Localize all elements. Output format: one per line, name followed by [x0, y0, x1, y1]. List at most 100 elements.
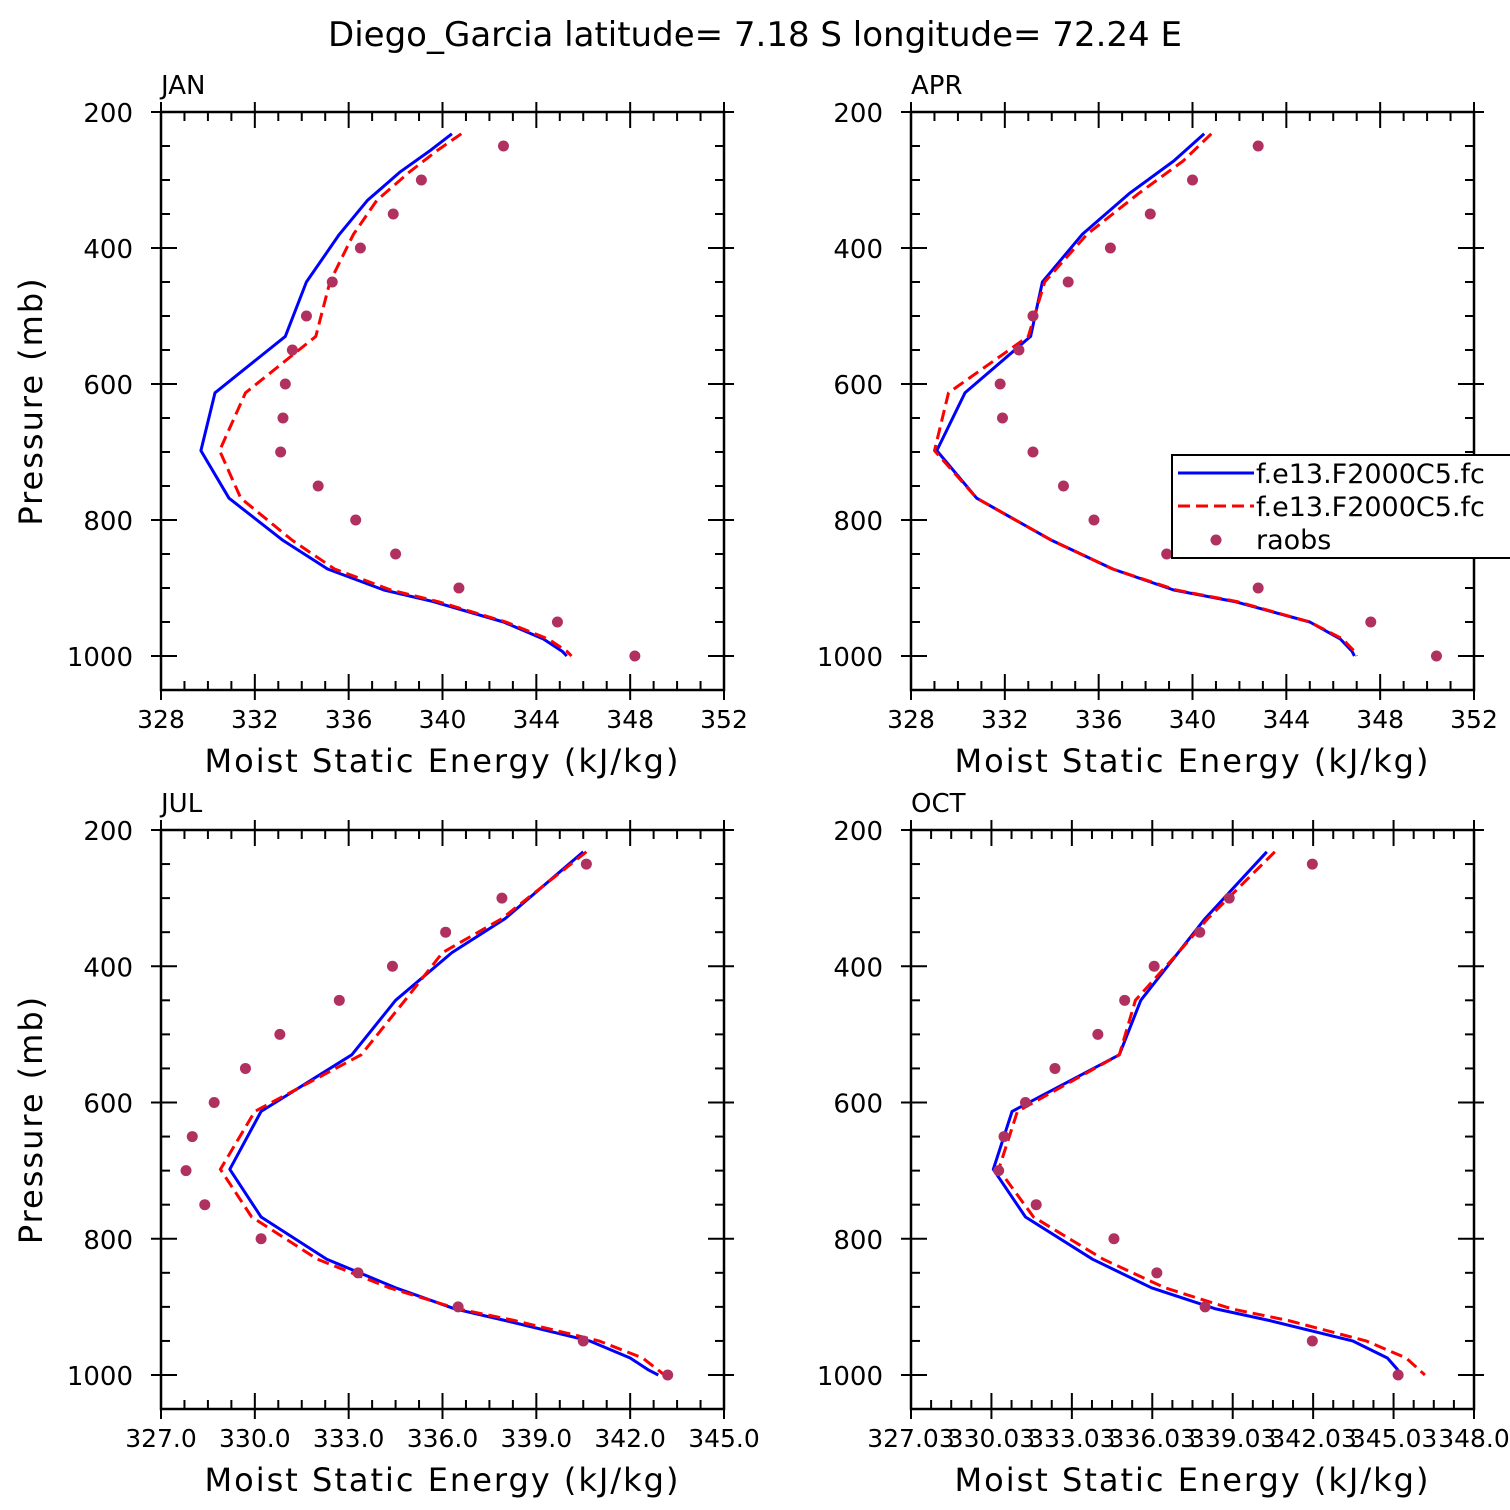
raobs-point — [1199, 1301, 1211, 1313]
chart-title: Diego_Garcia latitude= 7.18 S longitude=… — [328, 15, 1182, 55]
panel-title: OCT — [911, 789, 966, 819]
raobs-point — [1194, 926, 1206, 938]
panel-title: JUL — [159, 789, 203, 819]
x-tick-label: 328 — [137, 705, 185, 734]
plot-frame — [909, 828, 1476, 1411]
raobs-point — [993, 1165, 1005, 1177]
x-tick-label: 327.03 — [867, 1424, 954, 1453]
x-tick-label: 340 — [1169, 705, 1217, 734]
x-tick-label: 327.0 — [125, 1424, 197, 1453]
x-axis-label: Moist Static Energy (kJ/kg) — [205, 742, 681, 780]
x-tick-label: 336.0 — [407, 1424, 479, 1453]
raobs-point — [1057, 480, 1069, 492]
raobs-point — [1119, 994, 1131, 1006]
x-tick-label: 332 — [231, 705, 279, 734]
chart-panel-jan: JAN 200 400 600 800 1000 328 332 336 340 344 348 352… — [12, 71, 748, 780]
raobs-point — [390, 548, 402, 560]
raobs-point — [279, 378, 291, 390]
x-tick-label: 352 — [1450, 705, 1498, 734]
series-line-model2 — [218, 850, 666, 1377]
raobs-point — [996, 412, 1008, 424]
x-tick-label: 348 — [606, 705, 654, 734]
raobs-point — [1092, 1028, 1104, 1040]
raobs-point — [186, 1131, 198, 1143]
raobs-point — [1019, 1097, 1031, 1108]
raobs-point — [312, 480, 324, 492]
series-line-model1 — [199, 132, 568, 658]
x-tick-label: 342.0 — [594, 1424, 666, 1453]
raobs-point — [180, 1165, 192, 1177]
legend-label: f.e13.F2000C5.fc — [1256, 459, 1485, 490]
x-tick-label: 352 — [700, 705, 748, 734]
raobs-point — [629, 650, 641, 662]
x-tick-label: 336 — [325, 705, 373, 734]
x-tick-label: 339.0 — [501, 1424, 573, 1453]
y-tick-label: 400 — [833, 953, 883, 983]
raobs-point — [440, 926, 452, 938]
x-tick-label: 328 — [887, 705, 935, 734]
x-tick-label: 340 — [419, 705, 467, 734]
raobs-point — [1306, 858, 1318, 870]
y-tick-label: 400 — [833, 235, 883, 265]
x-tick-label: 330.0 — [219, 1424, 291, 1453]
raobs-point — [274, 1028, 286, 1040]
y-axis-label: Pressure (mb) — [12, 995, 50, 1244]
x-axis-label: Moist Static Energy (kJ/kg) — [955, 1461, 1431, 1499]
x-tick-label: 336 — [1075, 705, 1123, 734]
raobs-point — [1030, 1199, 1042, 1211]
plot-frame — [159, 828, 726, 1411]
raobs-point — [1027, 310, 1039, 322]
y-tick-label: 600 — [83, 1090, 133, 1120]
raobs-point — [326, 276, 338, 288]
series-line-model2 — [997, 850, 1426, 1377]
y-tick-label: 800 — [83, 507, 133, 537]
x-tick-label: 345.03 — [1350, 1424, 1437, 1453]
series-group — [933, 132, 1442, 662]
raobs-point — [1252, 140, 1264, 152]
panel-title: JAN — [159, 71, 205, 101]
x-tick-label: 345.0 — [688, 1424, 760, 1453]
y-tick-label: 600 — [833, 371, 883, 401]
plot-frame — [909, 110, 1476, 692]
raobs-point — [1027, 446, 1039, 458]
legend-label: raobs — [1256, 525, 1331, 556]
raobs-point — [1144, 208, 1156, 220]
x-tick-label: 333.0 — [313, 1424, 385, 1453]
x-tick-label: 342.03 — [1269, 1424, 1356, 1453]
raobs-point — [387, 208, 399, 220]
y-tick-label: 1000 — [817, 643, 883, 673]
y-axis-label: Pressure (mb) — [12, 276, 50, 525]
x-tick-label: 348 — [1356, 705, 1404, 734]
raobs-point — [354, 242, 366, 254]
raobs-point — [1049, 1062, 1061, 1074]
x-tick-label: 336.03 — [1109, 1424, 1196, 1453]
raobs-point — [300, 310, 312, 322]
series-group — [991, 850, 1426, 1381]
raobs-point — [1104, 242, 1116, 254]
x-tick-label: 332 — [981, 705, 1029, 734]
raobs-point — [453, 582, 465, 594]
raobs-point — [452, 1301, 464, 1313]
raobs-point — [577, 1335, 589, 1347]
x-tick-label: 330.03 — [948, 1424, 1035, 1453]
raobs-point — [208, 1097, 220, 1108]
y-tick-label: 200 — [83, 99, 133, 129]
raobs-point — [497, 140, 509, 152]
raobs-point — [386, 960, 398, 972]
raobs-point — [1392, 1369, 1404, 1381]
raobs-point — [496, 892, 508, 904]
y-tick-label: 800 — [83, 1226, 133, 1256]
y-tick-label: 600 — [83, 371, 133, 401]
raobs-point — [580, 858, 592, 870]
series-line-model2 — [933, 132, 1359, 657]
raobs-point — [277, 412, 289, 424]
y-tick-label: 1000 — [67, 1362, 133, 1392]
raobs-point — [255, 1233, 267, 1245]
raobs-point — [239, 1062, 251, 1074]
raobs-point — [1161, 548, 1173, 560]
y-tick-label: 200 — [833, 817, 883, 847]
x-axis-label: Moist Static Energy (kJ/kg) — [205, 1461, 681, 1499]
raobs-point — [333, 994, 345, 1006]
x-tick-label: 333.03 — [1028, 1424, 1115, 1453]
